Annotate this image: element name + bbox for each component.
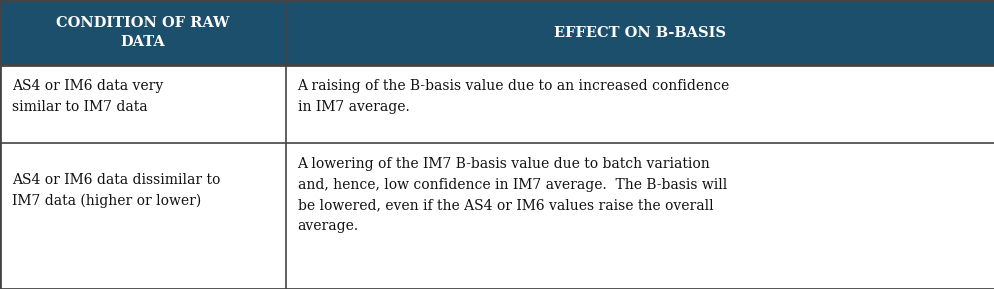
Bar (0, 143, 994, 289)
Text: CONDITION OF RAW
DATA: CONDITION OF RAW DATA (56, 16, 230, 49)
Text: AS4 or IM6 data dissimilar to
IM7 data (higher or lower): AS4 or IM6 data dissimilar to IM7 data (… (12, 173, 220, 208)
Bar (0, 65, 994, 143)
Bar (0, 0, 285, 65)
Text: A raising of the B-basis value due to an increased confidence
in IM7 average.: A raising of the B-basis value due to an… (297, 79, 729, 114)
Text: A lowering of the IM7 B-basis value due to batch variation
and, hence, low confi: A lowering of the IM7 B-basis value due … (297, 157, 726, 233)
Text: AS4 or IM6 data very
similar to IM7 data: AS4 or IM6 data very similar to IM7 data (12, 79, 163, 114)
Text: EFFECT ON B-BASIS: EFFECT ON B-BASIS (554, 25, 726, 40)
Bar (285, 0, 994, 65)
